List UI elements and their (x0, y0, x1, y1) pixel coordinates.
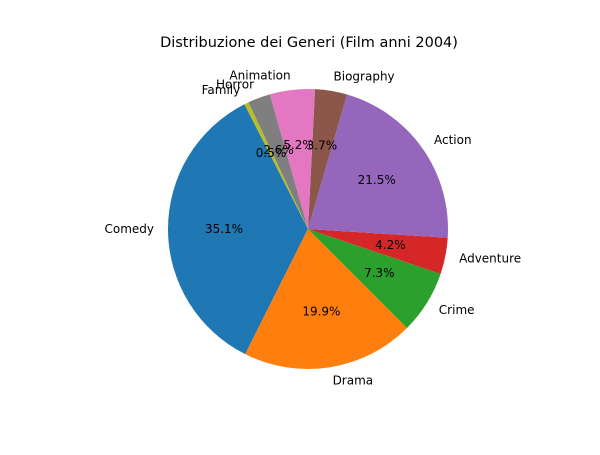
slice-label-biography: Biography (334, 70, 395, 84)
pie-slice-biography (308, 89, 348, 230)
slice-percent-biography: 3.7% (307, 139, 338, 153)
pie-slice-adventure (308, 229, 448, 274)
slice-percent-horror: 2.6% (263, 143, 294, 157)
pie-slices (168, 89, 449, 369)
slice-label-adventure: Adventure (459, 251, 521, 265)
slice-percent-comedy: 35.1% (205, 222, 243, 236)
slice-percent-drama: 19.9% (302, 304, 340, 318)
slice-percent-adventure: 4.2% (375, 238, 406, 252)
pie-slice-comedy (168, 104, 308, 355)
slice-label-horror: Horror (216, 77, 254, 91)
pie-slice-crime (308, 229, 441, 328)
slice-label-drama: Drama (333, 374, 374, 388)
slice-percent-action: 21.5% (358, 173, 396, 187)
pie-slice-drama (245, 229, 407, 369)
slice-label-comedy: Comedy (104, 222, 154, 236)
slice-percent-animation: 5.2% (283, 138, 314, 152)
slice-label-crime: Crime (439, 303, 475, 317)
pie-slice-family (244, 102, 308, 229)
slice-percent-family: 0.5% (256, 146, 287, 160)
slice-label-action: Action (434, 133, 472, 147)
slice-label-animation: Animation (229, 68, 290, 82)
pie-slice-horror (248, 94, 308, 229)
slice-label-family: Family (202, 83, 241, 97)
pie-slice-animation (269, 89, 316, 229)
pie-labels: Comedy 35.1% Drama 19.9% Crime 7.3% Adventure 4… (104, 68, 521, 387)
slice-percent-crime: 7.3% (364, 266, 395, 280)
pie-slice-action (308, 94, 449, 238)
chart-title: Distribuzione dei Generi (Film anni 2004… (160, 35, 458, 51)
